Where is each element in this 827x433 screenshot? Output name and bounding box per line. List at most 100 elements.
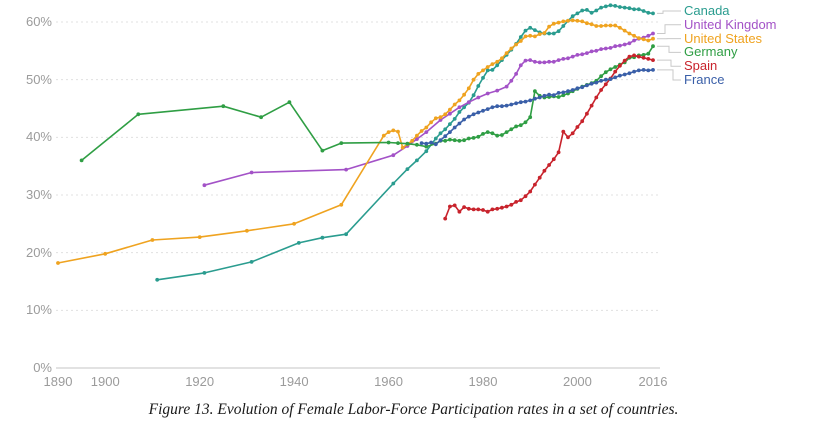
series-point-united-states xyxy=(396,129,400,134)
series-point-france xyxy=(504,103,509,108)
series-point-germany xyxy=(471,136,476,140)
series-point-germany xyxy=(500,133,504,137)
series-point-united-kingdom xyxy=(613,44,618,49)
series-point-canada xyxy=(618,5,622,9)
series-point-united-states xyxy=(523,34,528,39)
series-point-canada xyxy=(443,127,448,132)
series-point-united-states xyxy=(292,221,296,226)
series-point-united-states xyxy=(641,37,646,42)
series-point-germany xyxy=(415,142,419,147)
series-point-spain xyxy=(504,204,509,209)
series-point-spain xyxy=(566,135,570,140)
series-point-germany xyxy=(424,144,429,149)
series-point-spain xyxy=(466,206,471,211)
series-point-canada xyxy=(155,277,160,282)
series-point-united-states xyxy=(103,251,108,256)
series-point-germany xyxy=(287,100,292,105)
series-point-germany xyxy=(561,93,566,98)
series-point-canada xyxy=(575,11,580,16)
series-point-france xyxy=(599,78,603,83)
series-point-canada xyxy=(344,232,348,237)
series-point-germany xyxy=(613,65,618,69)
series-point-france xyxy=(580,85,585,90)
series-point-canada xyxy=(405,167,410,172)
series-point-germany xyxy=(481,132,485,136)
series-point-canada xyxy=(202,271,207,275)
series-point-united-states xyxy=(56,261,60,265)
series-point-germany xyxy=(641,53,646,57)
series-point-france xyxy=(452,125,457,130)
series-point-france xyxy=(481,108,485,113)
series-point-spain xyxy=(551,157,556,162)
series-point-united-kingdom xyxy=(523,58,528,63)
series-point-france xyxy=(618,73,622,78)
series-point-germany xyxy=(495,133,500,138)
series-point-united-states xyxy=(419,129,424,133)
series-point-united-kingdom xyxy=(561,57,566,61)
series-point-germany xyxy=(603,70,608,75)
series-point-spain xyxy=(533,182,537,187)
series-point-spain xyxy=(523,194,528,199)
series-point-spain xyxy=(641,55,646,60)
series-point-united-states xyxy=(537,32,542,36)
x-axis-tick-label: 2016 xyxy=(638,374,668,389)
series-point-united-kingdom xyxy=(556,58,561,62)
series-point-united-kingdom xyxy=(438,118,443,122)
series-point-united-kingdom xyxy=(575,53,580,57)
series-point-canada xyxy=(613,4,618,8)
legend-label-united-states: United States xyxy=(684,30,763,46)
series-point-united-kingdom xyxy=(466,100,471,105)
series-point-spain xyxy=(599,88,603,92)
legend-connector-germany xyxy=(657,45,681,53)
series-point-united-kingdom xyxy=(415,137,419,142)
series-point-france xyxy=(471,112,476,117)
series-point-canada xyxy=(485,68,490,73)
series-point-spain xyxy=(542,168,547,173)
series-point-france xyxy=(608,77,613,81)
series-point-united-states xyxy=(424,125,429,130)
y-axis-tick-label: 20% xyxy=(25,244,52,260)
series-point-united-states xyxy=(495,59,500,64)
series-point-united-states xyxy=(575,18,580,23)
x-axis-tick-label: 1900 xyxy=(90,374,120,389)
series-point-spain xyxy=(528,189,533,194)
series-point-united-states xyxy=(481,68,485,73)
series-point-canada xyxy=(320,235,325,240)
series-point-spain xyxy=(514,200,518,204)
series-point-united-states xyxy=(589,22,594,27)
series-point-united-states xyxy=(518,39,523,43)
series-point-spain xyxy=(636,54,641,59)
series-point-united-kingdom xyxy=(566,56,570,61)
series-point-united-kingdom xyxy=(528,58,533,62)
series-point-canada xyxy=(495,63,500,68)
series-point-united-kingdom xyxy=(580,52,585,57)
series-point-united-states xyxy=(339,202,344,207)
legend-label-canada: Canada xyxy=(684,3,730,18)
series-point-france xyxy=(424,141,429,146)
series-point-canada xyxy=(551,31,556,36)
series-point-united-states xyxy=(476,72,481,76)
series-point-canada xyxy=(599,5,603,10)
series-point-united-states xyxy=(580,19,585,24)
series-point-germany xyxy=(646,51,651,56)
series-point-canada xyxy=(636,7,641,12)
series-point-united-states xyxy=(471,77,476,82)
series-point-france xyxy=(523,99,528,104)
series-point-united-kingdom xyxy=(424,130,429,135)
series-point-united-states xyxy=(594,24,599,28)
series-point-spain xyxy=(622,58,627,63)
series-point-united-states xyxy=(400,145,405,150)
series-point-united-kingdom xyxy=(632,38,636,43)
series-point-canada xyxy=(462,105,466,110)
series-point-spain xyxy=(570,131,575,136)
series-point-spain xyxy=(603,82,608,87)
series-point-united-kingdom xyxy=(594,48,599,53)
series-point-france xyxy=(419,141,424,146)
series-point-canada xyxy=(523,28,528,33)
series-line-united-kingdom xyxy=(203,32,654,186)
series-point-spain xyxy=(613,69,618,74)
series-point-germany xyxy=(452,138,457,143)
series-point-canada xyxy=(646,10,651,15)
series-point-spain xyxy=(518,198,523,203)
series-point-united-kingdom xyxy=(476,95,481,100)
